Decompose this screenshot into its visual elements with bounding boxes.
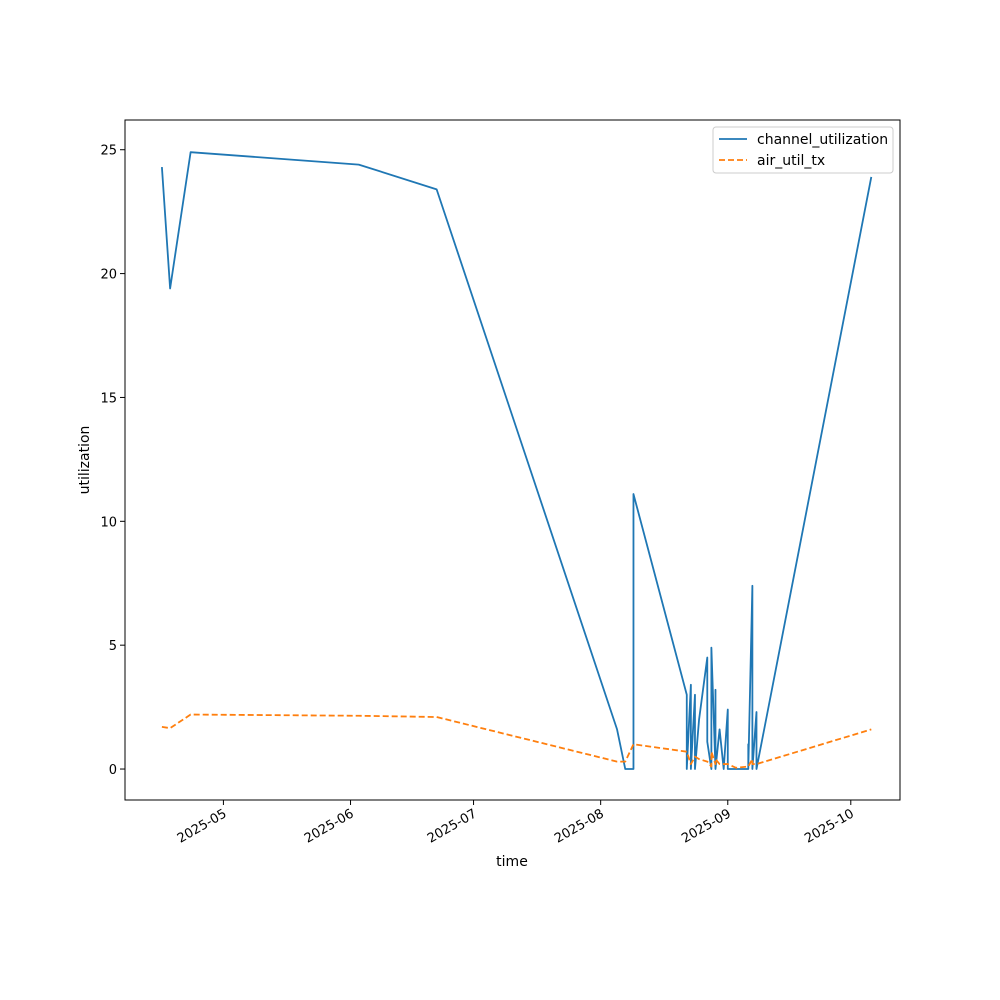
legend-label: channel_utilization — [757, 132, 888, 148]
y-tick-label: 20 — [100, 268, 117, 283]
legend: channel_utilization air_util_tx — [712, 126, 894, 174]
series-layer — [161, 151, 873, 770]
y-tick-label: 15 — [100, 391, 117, 406]
y-tick-label: 5 — [109, 639, 117, 654]
y-tick-label: 10 — [100, 515, 117, 530]
x-axis-label: time — [496, 854, 528, 870]
y-tick-label: 0 — [109, 763, 117, 778]
y-axis: 0 5 10 15 20 25 — [100, 144, 125, 778]
series-line-air-util-tx — [161, 713, 872, 769]
legend-box — [712, 126, 894, 174]
y-axis-label: utilization — [77, 426, 93, 495]
plot-frame — [124, 119, 901, 801]
legend-label: air_util_tx — [757, 153, 825, 169]
y-tick-label: 25 — [100, 144, 117, 159]
